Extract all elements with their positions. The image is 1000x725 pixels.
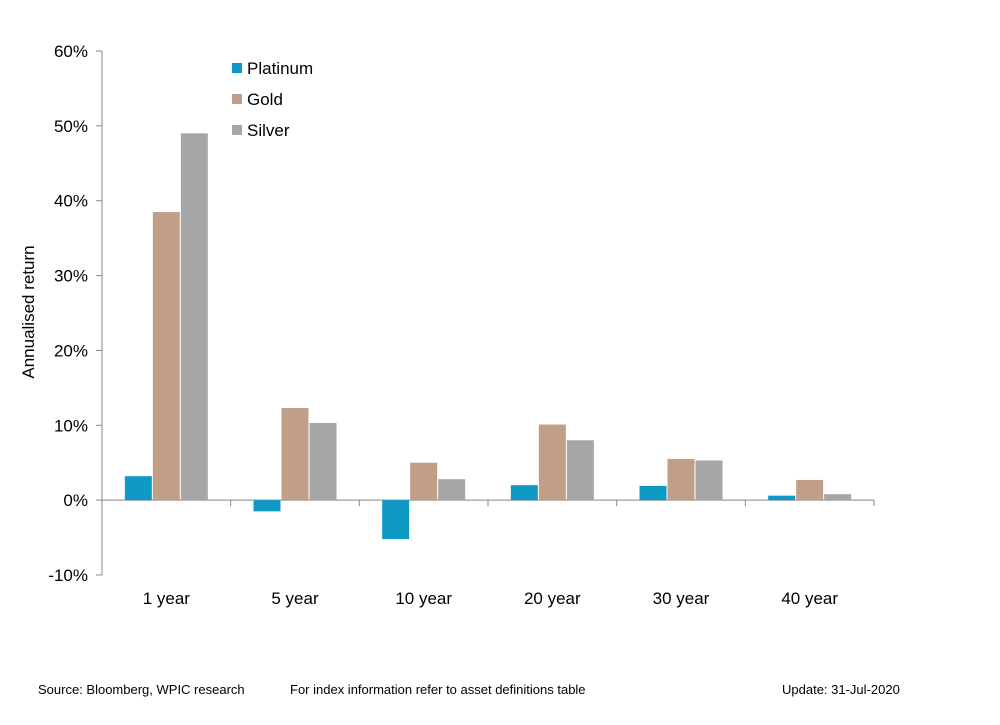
x-axis: 1 year 5 year 10 year 20 year 30 year 40 year <box>101 499 875 608</box>
index-info-note: For index information refer to asset def… <box>290 682 586 697</box>
x-category-label: 10 year <box>395 589 452 608</box>
bar-platinum <box>510 485 538 501</box>
bar-silver <box>180 133 208 501</box>
bar-silver <box>824 494 852 501</box>
y-tick-label: 40% <box>54 192 88 211</box>
legend-swatch-silver <box>232 125 242 135</box>
bar-gold <box>538 424 566 501</box>
y-tick-label: 10% <box>54 416 88 435</box>
bar-platinum <box>768 495 796 501</box>
bar-gold <box>796 479 824 501</box>
legend-swatch-gold <box>232 94 242 104</box>
bar-silver <box>309 423 337 501</box>
bar-platinum <box>639 485 667 501</box>
bar-gold <box>281 408 309 501</box>
source-note: Source: Bloomberg, WPIC research <box>38 682 245 697</box>
y-tick-label: 60% <box>54 42 88 61</box>
x-category-label: 5 year <box>271 589 319 608</box>
bar-platinum <box>382 500 410 540</box>
y-tick-label: 50% <box>54 117 88 136</box>
bar-silver <box>438 479 466 501</box>
y-axis-title: Annualised return <box>19 245 38 378</box>
y-axis: -10% 0% 10% 20% 30% 40% 50% 60% <box>48 42 103 585</box>
bar-gold <box>410 462 438 501</box>
legend-label-gold: Gold <box>247 90 283 109</box>
legend-label-silver: Silver <box>247 121 290 140</box>
bar-silver <box>695 460 723 501</box>
y-tick-label: -10% <box>48 566 88 585</box>
bar-gold <box>667 458 695 501</box>
bar-gold <box>152 211 180 501</box>
legend-label-platinum: Platinum <box>247 59 313 78</box>
update-date: Update: 31-Jul-2020 <box>782 682 900 697</box>
y-tick-label: 20% <box>54 341 88 360</box>
y-tick-label: 0% <box>63 491 88 510</box>
legend: Platinum Gold Silver <box>232 59 313 140</box>
x-category-label: 1 year <box>143 589 191 608</box>
x-category-label: 40 year <box>781 589 838 608</box>
legend-swatch-platinum <box>232 63 242 73</box>
bar-platinum <box>124 476 152 501</box>
y-tick-label: 30% <box>54 267 88 286</box>
bars <box>124 133 852 540</box>
bar-silver <box>566 440 594 501</box>
x-category-label: 30 year <box>653 589 710 608</box>
x-category-label: 20 year <box>524 589 581 608</box>
bar-platinum <box>253 500 281 512</box>
